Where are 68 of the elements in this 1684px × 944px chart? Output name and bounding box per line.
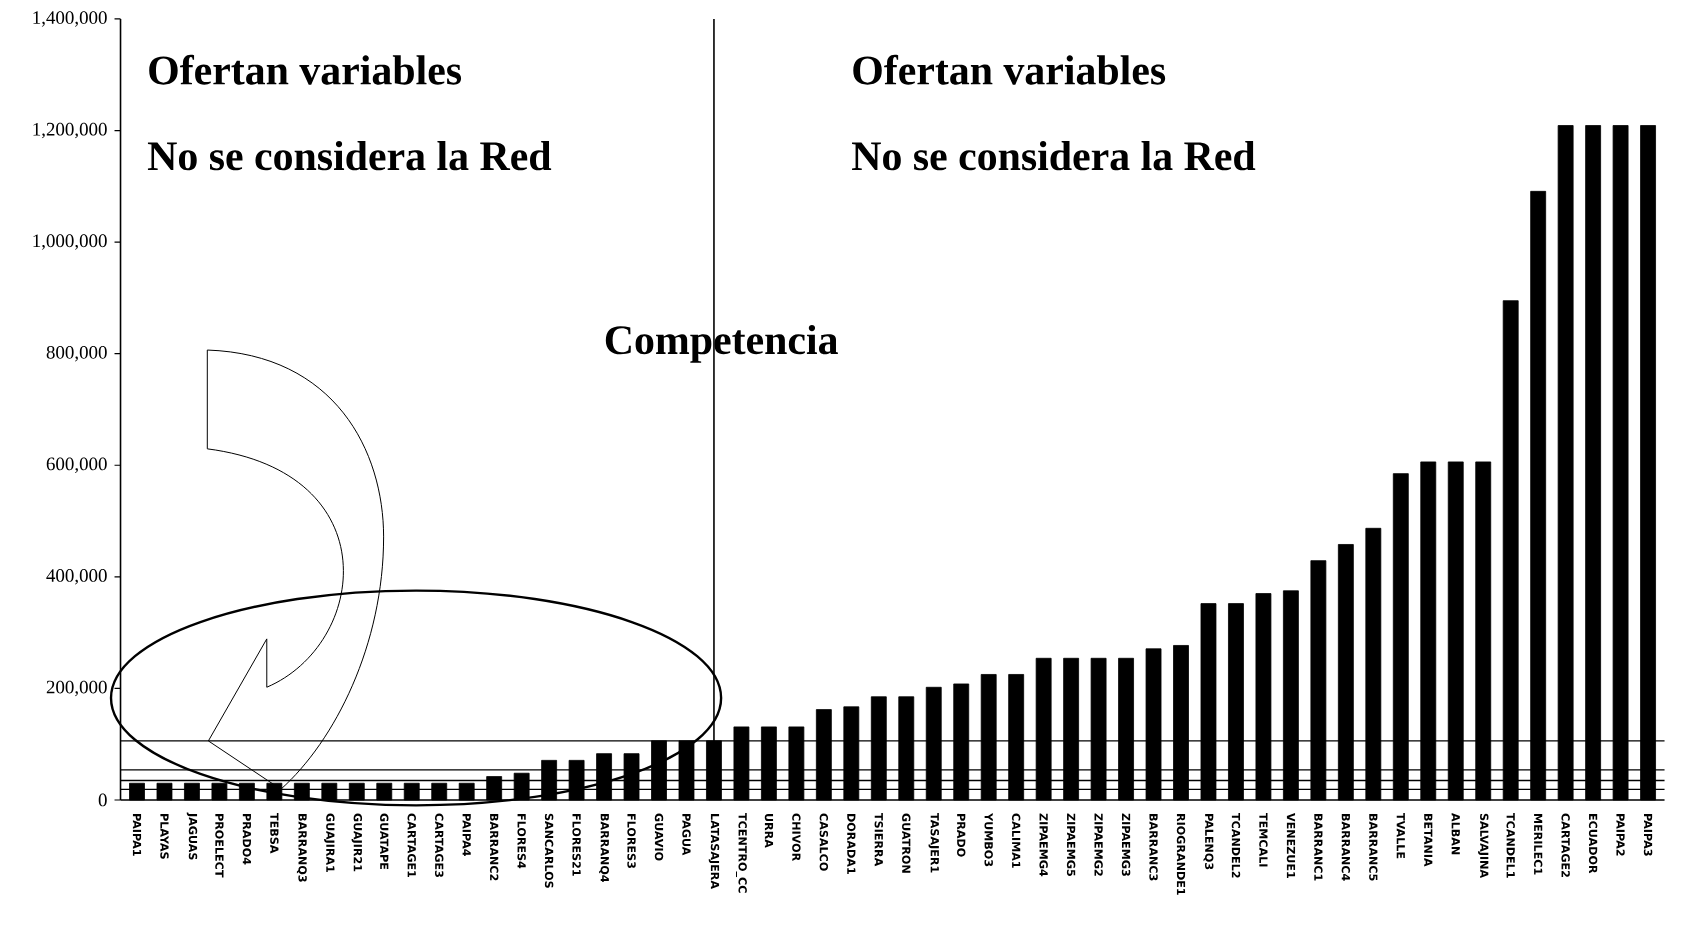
x-tick-label: TCENTRO_CC	[735, 813, 747, 893]
x-tick-label: URRA	[764, 814, 774, 848]
x-tick-label: TASAJER1	[928, 813, 939, 873]
y-tick-label: 1,000,000	[33, 234, 107, 250]
x-tick-label: BARRANC1	[1314, 814, 1323, 881]
x-tick-label: TSIERRA	[874, 813, 884, 867]
x-tick-label: PALENQ3	[1203, 814, 1214, 870]
y-tick-label: 1,200,000	[33, 122, 107, 139]
x-tick-label: ALBAN	[1451, 813, 1460, 855]
x-tick-label: LATASAJERA	[708, 814, 720, 889]
x-tick-label: YUMBO3	[984, 812, 993, 867]
y-tick-label: 400,000	[46, 569, 107, 585]
y-tick-label: 1,400,000	[33, 11, 107, 27]
x-tick-label: SANCARLOS	[544, 813, 554, 888]
x-tick-label: MERILEC1	[1533, 814, 1543, 875]
x-tick-label: PROELECT	[215, 814, 224, 878]
x-tick-label: DORADA1	[847, 814, 856, 874]
x-tick-label: FLORES4	[517, 814, 526, 869]
x-tick-label: BARRANC3	[1149, 814, 1158, 881]
x-tick-label: BARRANC5	[1369, 814, 1378, 881]
y-tick-label: 200,000	[46, 680, 107, 697]
x-tick-label: FLORES21	[572, 814, 581, 876]
x-tick-label: BARRANC2	[489, 814, 499, 881]
x-tick-label: FLORES3	[627, 814, 636, 868]
x-tick-label: GUATAPE	[380, 813, 389, 870]
annotation: No se considera la Red	[147, 140, 552, 171]
x-tick-label: PAIPA2	[1616, 814, 1625, 856]
x-tick-label: TEMCALI	[1259, 813, 1268, 867]
x-tick-label: GUAJIRA1	[324, 813, 335, 873]
x-tick-label: CARTAGE3	[435, 813, 444, 877]
x-tick-label: CALIMA1	[1011, 813, 1021, 868]
x-tick-label: VENEZUE1	[1286, 813, 1296, 879]
x-tick-label: PRADO4	[242, 814, 252, 865]
x-tick-label: ZIPAEMG3	[1121, 813, 1131, 876]
x-tick-label: JAGUAS	[186, 812, 198, 860]
x-tick-label: BARRANC4	[1341, 814, 1351, 881]
annotation: No se considera la Red	[852, 140, 1256, 171]
x-tick-label: PAIPA1	[132, 814, 142, 856]
x-tick-label: SALVAJINA	[1477, 813, 1489, 879]
x-tick-label: PAIPA3	[1643, 814, 1653, 856]
x-tick-label: GUATRON	[902, 813, 911, 873]
x-tick-label: BARRANQ3	[296, 814, 307, 882]
x-tick-label: PAIPA4	[462, 814, 471, 857]
annotation: Ofertan variables	[853, 54, 1166, 85]
x-tick-label: BARRANQ4	[599, 814, 610, 883]
x-tick-label: GUAJIR21	[351, 813, 363, 872]
x-tick-label: CARTAGE1	[407, 813, 416, 878]
x-tick-label: TVALLE	[1396, 813, 1405, 859]
y-tick-label: 600,000	[46, 457, 107, 474]
x-tick-label: PAGUA	[682, 814, 691, 856]
x-tick-label: GUAVIO	[654, 813, 664, 861]
x-tick-label: RIOGRANDE1	[1176, 814, 1186, 895]
x-tick-label: ZIPAEMG5	[1066, 813, 1076, 876]
x-tick-label: PRADO	[957, 814, 966, 857]
annotation: Ofertan variables	[149, 54, 462, 85]
x-tick-label: TCANDEL1	[1506, 813, 1515, 878]
x-tick-label: TCANDEL2	[1231, 813, 1241, 878]
x-tick-label: CHIVOR	[792, 813, 801, 862]
y-tick-label: 0	[98, 793, 107, 807]
x-tick-label: ZIPAEMG4	[1039, 813, 1048, 877]
x-tick-label: CASALCO	[819, 813, 829, 871]
x-tick-label: CARTAGE2	[1561, 813, 1570, 877]
y-tick-label: 800,000	[46, 345, 107, 362]
x-tick-label: TEBSA	[270, 813, 279, 854]
x-tick-label: PLAYAS	[160, 814, 169, 859]
x-tick-label: BETANIA	[1424, 814, 1433, 867]
x-tick-label: ZIPAEMG2	[1094, 813, 1103, 876]
x-tick-label: ECUADOR	[1588, 814, 1598, 874]
